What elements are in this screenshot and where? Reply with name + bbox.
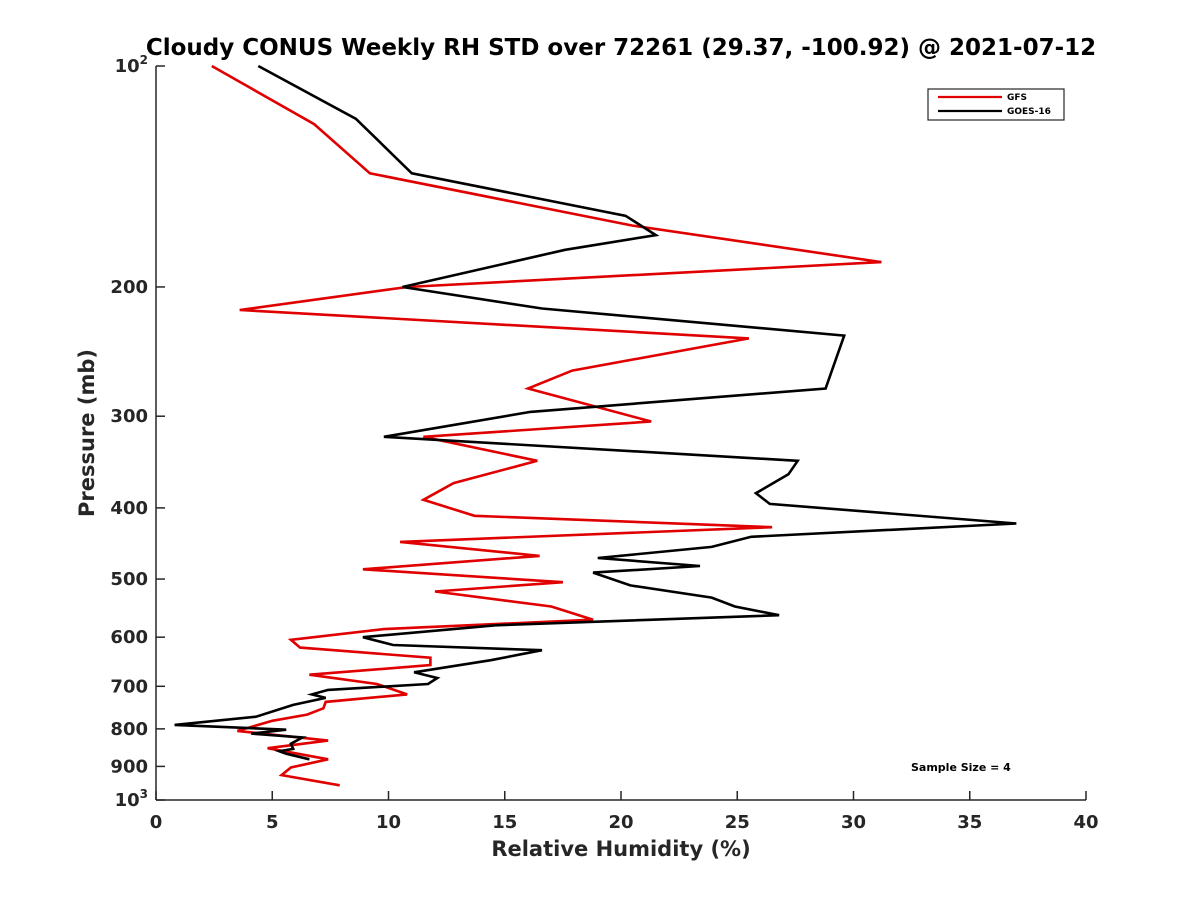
x-tick-label: 30 <box>841 812 866 833</box>
legend-label-goes16: GOES-16 <box>1007 107 1051 117</box>
y-tick-label: 600 <box>110 627 148 648</box>
y-tick-label: 102 <box>115 53 148 77</box>
y-axis-ticks: 102 200 300 400 500 600 700 800 900 103 <box>110 53 165 811</box>
y-tick-label: 700 <box>110 676 148 697</box>
x-tick-label: 40 <box>1073 812 1098 833</box>
y-tick-label: 300 <box>110 406 148 427</box>
legend-box <box>927 88 1065 121</box>
x-tick-label: 15 <box>492 812 517 833</box>
x-tick-label: 35 <box>957 812 982 833</box>
x-tick-label: 10 <box>376 812 401 833</box>
chart-title: Cloudy CONUS Weekly RH STD over 72261 (2… <box>146 35 1096 61</box>
x-tick-label: 25 <box>725 812 750 833</box>
y-tick-label: 400 <box>110 498 148 519</box>
x-axis-label: Relative Humidity (%) <box>491 837 750 861</box>
legend-label-gfs: GFS <box>1007 93 1027 103</box>
y-tick-label: 900 <box>110 756 148 777</box>
y-tick-label: 200 <box>110 277 148 298</box>
y-axis-label: Pressure (mb) <box>75 349 99 517</box>
x-tick-label: 5 <box>266 812 279 833</box>
y-tick-label: 500 <box>110 569 148 590</box>
x-tick-label: 0 <box>150 812 163 833</box>
y-tick-label: 800 <box>110 719 148 740</box>
x-tick-label: 20 <box>608 812 633 833</box>
legend: GFS GOES-16 <box>927 88 1065 121</box>
x-axis-ticks: 0 5 10 15 20 25 30 35 40 <box>150 791 1099 833</box>
series-line-goes16 <box>174 64 1017 761</box>
series-line-gfs <box>211 64 882 787</box>
sample-size-annotation: Sample Size = 4 <box>911 761 1011 774</box>
series-layer <box>174 64 1017 787</box>
y-tick-label: 103 <box>115 787 148 811</box>
